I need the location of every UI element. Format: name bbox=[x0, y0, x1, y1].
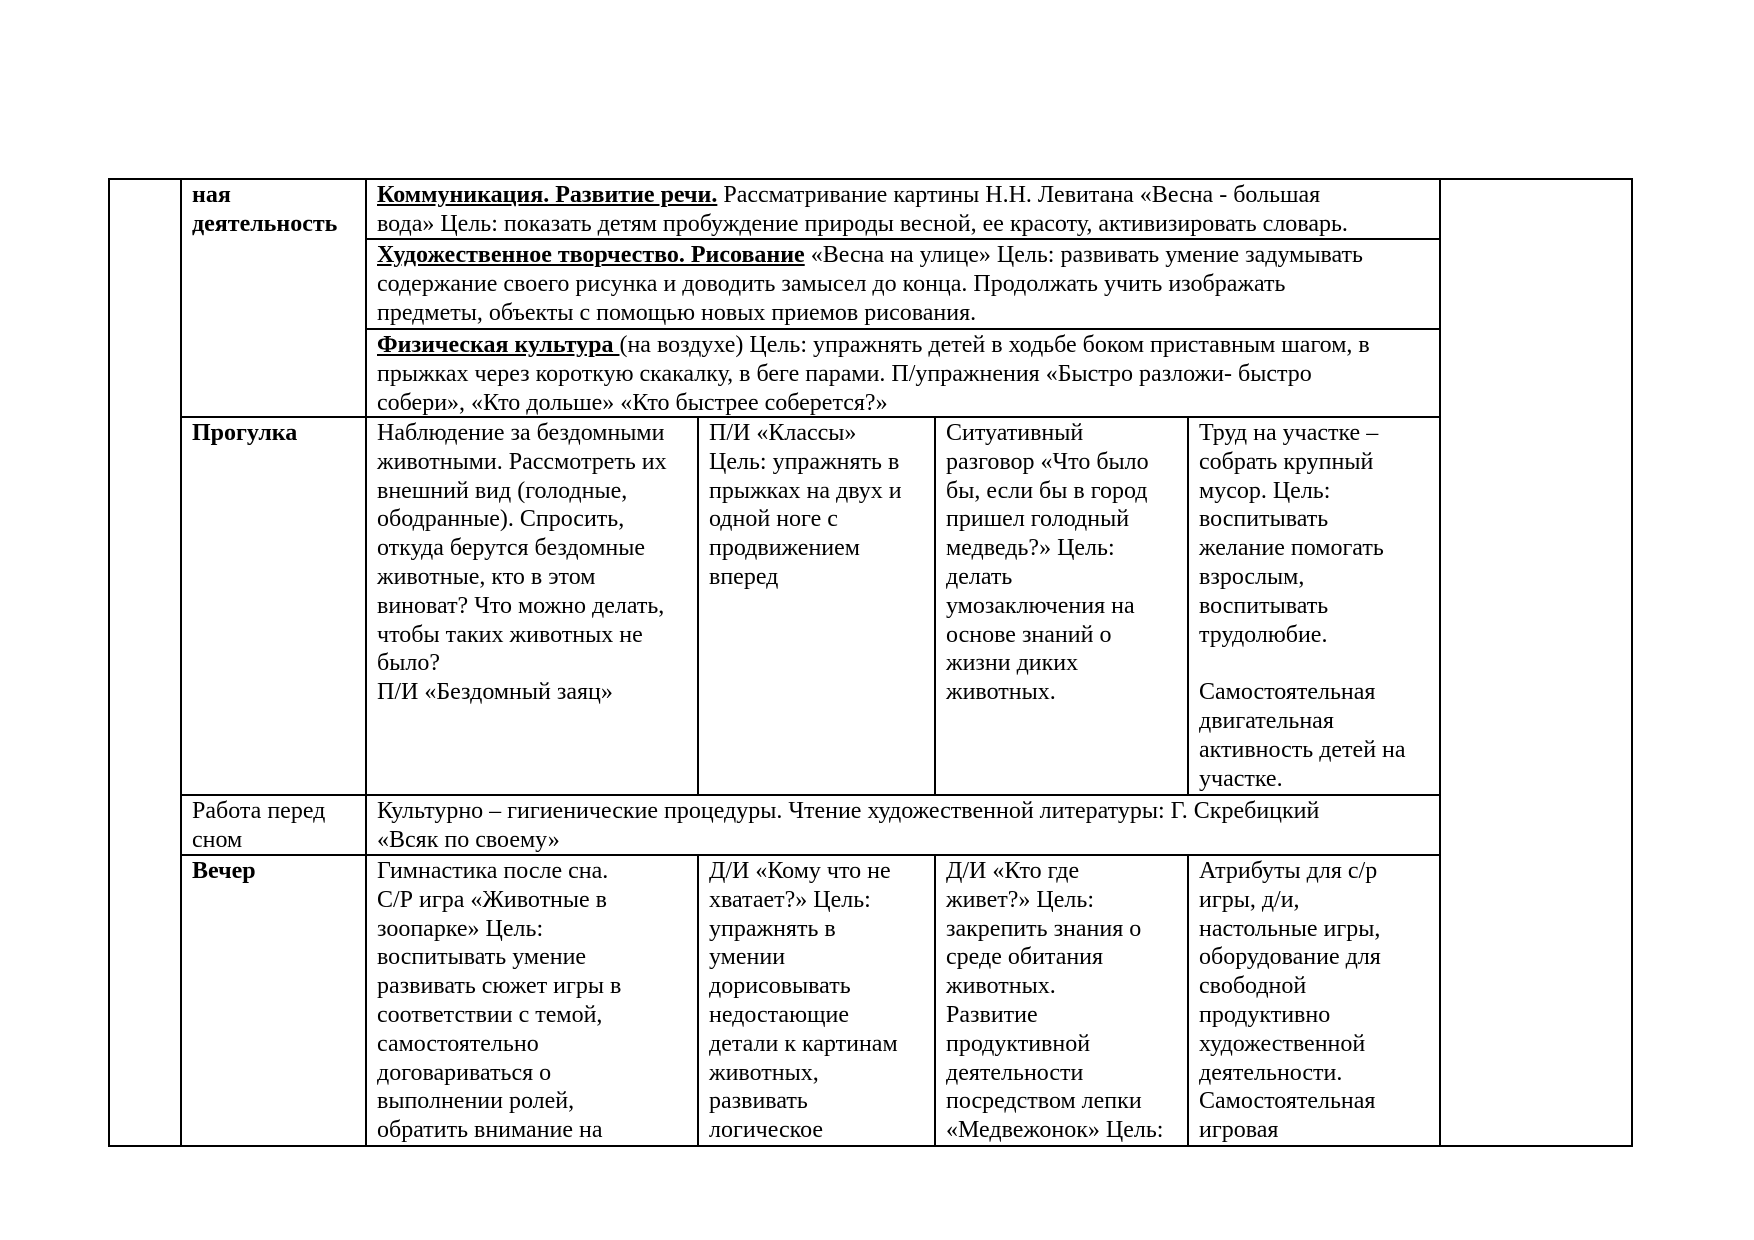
empty-left-cell bbox=[108, 178, 182, 1147]
cell-text: Наблюдение за бездомными животными. Расс… bbox=[377, 420, 667, 706]
evening-cell: Д/И «Кому что не хватает?» Цель: упражня… bbox=[697, 854, 936, 1147]
cell-text: Атрибуты для с/р игры, д/и, настольные и… bbox=[1199, 858, 1381, 1144]
section-text: Физическая культура (на воздухе) Цель: у… bbox=[367, 330, 1439, 416]
row-label: Прогулка bbox=[192, 420, 298, 446]
cell-text: Д/И «Кому что не хватает?» Цель: упражня… bbox=[709, 858, 898, 1144]
evening-cell: Гимнастика после сна. С/Р игра «Животные… bbox=[365, 854, 699, 1147]
section-title: Физическая культура bbox=[377, 332, 620, 358]
table-row: Физическая культура (на воздухе) Цель: у… bbox=[109, 328, 1632, 418]
cell-text: Культурно – гигиенические процедуры. Чте… bbox=[377, 798, 1320, 853]
cell-text: Гимнастика после сна. С/Р игра «Животные… bbox=[377, 858, 622, 1144]
evening-cell: Атрибуты для с/р игры, д/и, настольные и… bbox=[1186, 854, 1442, 1147]
table-row: Художественное творчество. Рисование «Ве… bbox=[109, 238, 1632, 330]
activity-section-cell: Коммуникация. Развитие речи. Рассматрива… bbox=[364, 178, 1442, 240]
evening-cell: Д/И «Кто где живет?» Цель: закрепить зна… bbox=[934, 854, 1189, 1147]
section-text: Коммуникация. Развитие речи. Рассматрива… bbox=[367, 180, 1439, 238]
section-title: Художественное творчество. Рисование bbox=[377, 242, 805, 268]
before-sleep-label-cell: Работа перед сном bbox=[180, 794, 367, 856]
cell-text: П/И «Классы» Цель: упражнять в прыжках н… bbox=[709, 420, 902, 590]
activity-section-cell: Художественное творчество. Рисование «Ве… bbox=[364, 238, 1442, 330]
cell-text: Труд на участке – собрать крупный мусор.… bbox=[1199, 420, 1406, 792]
row-label: Работа перед сном bbox=[192, 798, 326, 853]
section-body: Рассматривание картины Н.Н. Левитана «Ве… bbox=[377, 182, 1348, 237]
cell-text: Ситуативный разговор «Что было бы, если … bbox=[946, 420, 1149, 706]
section-text: Художественное творчество. Рисование «Ве… bbox=[367, 240, 1439, 328]
activity-label-cell: ная деятельность bbox=[180, 178, 367, 418]
daily-plan-table: ная деятельность Коммуникация. Развитие … bbox=[108, 178, 1634, 1147]
table-row: ная деятельность Коммуникация. Развитие … bbox=[108, 178, 1634, 1147]
section-title: Коммуникация. Развитие речи. bbox=[377, 182, 718, 208]
table-row: Вечер Гимнастика после сна. С/Р игра «Жи… bbox=[109, 854, 1632, 1147]
section-body: «Весна на улице» Цель: развивать умение … bbox=[377, 242, 1363, 326]
empty-right-cell bbox=[1439, 178, 1634, 1147]
walk-cell: Труд на участке – собрать крупный мусор.… bbox=[1186, 416, 1442, 796]
activity-section-cell: Физическая культура (на воздухе) Цель: у… bbox=[364, 328, 1442, 418]
table-row: Прогулка Наблюдение за бездомными животн… bbox=[109, 416, 1632, 796]
walk-cell: П/И «Классы» Цель: упражнять в прыжках н… bbox=[697, 416, 936, 796]
evening-label-cell: Вечер bbox=[180, 854, 367, 1147]
walk-label-cell: Прогулка bbox=[180, 416, 367, 796]
row-label: ная деятельность bbox=[192, 182, 338, 237]
section-body: (на воздухе) Цель: упражнять детей в ход… bbox=[377, 332, 1370, 416]
walk-cell: Ситуативный разговор «Что было бы, если … bbox=[934, 416, 1189, 796]
cell-text: Д/И «Кто где живет?» Цель: закрепить зна… bbox=[946, 858, 1164, 1144]
table-row: Работа перед сном Культурно – гигиеничес… bbox=[109, 794, 1632, 856]
row-label: Вечер bbox=[192, 858, 256, 884]
before-sleep-cell: Культурно – гигиенические процедуры. Чте… bbox=[364, 794, 1442, 856]
walk-cell: Наблюдение за бездомными животными. Расс… bbox=[365, 416, 699, 796]
